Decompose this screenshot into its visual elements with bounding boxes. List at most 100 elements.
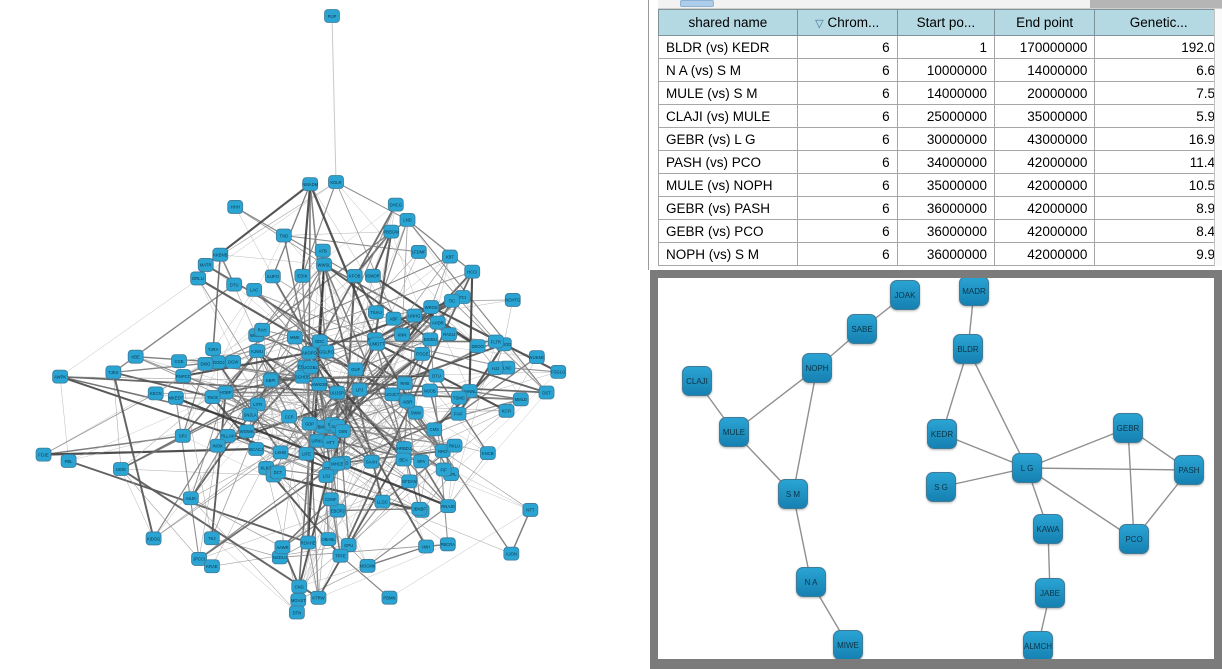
cell-genetic[interactable]: 7.5 <box>1094 81 1222 105</box>
table-row[interactable]: PASH (vs) PCO 6 34000000 42000000 11.4 <box>658 150 1222 174</box>
cell-chrom[interactable]: 6 <box>796 242 898 266</box>
cell-genetic[interactable]: 11.4 <box>1094 150 1222 174</box>
table-row[interactable]: GEBR (vs) PCO 6 36000000 42000000 8.4 <box>658 219 1222 243</box>
cell-start-po[interactable]: 1 <box>896 35 995 59</box>
detail-edges[interactable] <box>696 290 1190 647</box>
node-gebr[interactable]: GEBR <box>1113 413 1143 443</box>
node-pco[interactable]: PCO <box>1119 524 1149 554</box>
cell-shared-name[interactable]: CLAJI (vs) MULE <box>658 104 798 128</box>
node-miwe[interactable]: MIWE <box>833 630 863 659</box>
cell-shared-name[interactable]: GEBR (vs) PCO <box>658 219 798 243</box>
cell-end-point[interactable]: 42000000 <box>993 173 1096 197</box>
svg-text:CNG: CNG <box>295 584 304 589</box>
table-row[interactable]: GEBR (vs) L G 6 30000000 43000000 16.9 <box>658 127 1222 151</box>
detail-network-canvas[interactable]: JOAK MADR SABE BLDR NOPH CLAJI MULE KEDR GEBR L G… <box>658 278 1214 659</box>
filter-icon[interactable]: ▽ <box>815 18 824 30</box>
node-sabe[interactable]: SABE <box>847 314 877 344</box>
cell-end-point[interactable]: 42000000 <box>993 219 1096 243</box>
cell-chrom[interactable]: 6 <box>796 104 898 128</box>
overview-nodes[interactable]: KDLRWWSLPBMNBMIOMOCMKAEPLHCCIOTIKFNTTFCI… <box>35 9 567 620</box>
cell-genetic[interactable]: 16.9 <box>1094 127 1222 151</box>
node-kawa[interactable]: KAWA <box>1033 514 1063 544</box>
svg-text:DHCG: DHCG <box>390 202 402 207</box>
node-jabe[interactable]: JABE <box>1035 578 1065 608</box>
table-row[interactable]: GEBR (vs) PASH 6 36000000 42000000 8.9 <box>658 196 1222 220</box>
node-l-g[interactable]: L G <box>1012 453 1042 483</box>
table-horizontal-scrollbar[interactable] <box>658 0 1222 9</box>
column-header-label: Start po... <box>916 15 976 30</box>
table-vertical-scrollbar-gutter[interactable] <box>1214 9 1222 266</box>
cell-chrom[interactable]: 6 <box>796 35 898 59</box>
column-header-chrom[interactable]: ▽ Chrom... <box>796 9 898 36</box>
cell-shared-name[interactable]: NOPH (vs) S M <box>658 242 798 266</box>
cell-end-point[interactable]: 20000000 <box>993 81 1096 105</box>
cell-chrom[interactable]: 6 <box>796 173 898 197</box>
cell-end-point[interactable]: 14000000 <box>993 58 1096 82</box>
cell-chrom[interactable]: 6 <box>796 127 898 151</box>
cell-chrom[interactable]: 6 <box>796 81 898 105</box>
cell-start-po[interactable]: 25000000 <box>896 104 995 128</box>
cell-chrom[interactable]: 6 <box>796 58 898 82</box>
cell-end-point[interactable]: 42000000 <box>993 196 1096 220</box>
cell-shared-name[interactable]: GEBR (vs) L G <box>658 127 798 151</box>
node-mule[interactable]: MULE <box>719 417 749 447</box>
node-claji[interactable]: CLAJI <box>682 366 712 396</box>
cell-shared-name[interactable]: MULE (vs) S M <box>658 81 798 105</box>
cell-end-point[interactable]: 35000000 <box>993 104 1096 128</box>
node-label: SABE <box>851 324 873 334</box>
cell-end-point[interactable]: 43000000 <box>993 127 1096 151</box>
cell-chrom[interactable]: 6 <box>796 150 898 174</box>
node-s-g[interactable]: S G <box>926 472 956 502</box>
cell-shared-name[interactable]: MULE (vs) NOPH <box>658 173 798 197</box>
cell-shared-name[interactable]: GEBR (vs) PASH <box>658 196 798 220</box>
cell-shared-name[interactable]: N A (vs) S M <box>658 58 798 82</box>
node-pash[interactable]: PASH <box>1174 455 1204 485</box>
column-header-genetic[interactable]: Genetic... <box>1094 9 1222 36</box>
cell-start-po[interactable]: 14000000 <box>896 81 995 105</box>
cell-end-point[interactable]: 170000000 <box>993 35 1096 59</box>
cell-chrom[interactable]: 6 <box>796 196 898 220</box>
node-noph[interactable]: NOPH <box>802 353 832 383</box>
cell-start-po[interactable]: 10000000 <box>896 58 995 82</box>
node-s-m[interactable]: S M <box>778 479 808 509</box>
cell-start-po[interactable]: 34000000 <box>896 150 995 174</box>
cell-start-po[interactable]: 35000000 <box>896 173 995 197</box>
table-row[interactable]: BLDR (vs) KEDR 6 1 170000000 192.0 <box>658 35 1222 59</box>
overview-edges[interactable] <box>42 15 560 614</box>
cell-genetic[interactable]: 6.6 <box>1094 58 1222 82</box>
cell-genetic[interactable]: 8.4 <box>1094 219 1222 243</box>
cell-shared-name[interactable]: BLDR (vs) KEDR <box>658 35 798 59</box>
cell-start-po[interactable]: 36000000 <box>896 196 995 220</box>
node-bldr[interactable]: BLDR <box>953 334 983 364</box>
cell-end-point[interactable]: 42000000 <box>993 242 1096 266</box>
table-row[interactable]: MULE (vs) S M 6 14000000 20000000 7.5 <box>658 81 1222 105</box>
scrollbar-thumb[interactable] <box>680 0 714 7</box>
table-row[interactable]: NOPH (vs) S M 6 36000000 42000000 9.9 <box>658 242 1222 266</box>
cell-genetic[interactable]: 8.9 <box>1094 196 1222 220</box>
cell-start-po[interactable]: 36000000 <box>896 242 995 266</box>
table-row[interactable]: CLAJI (vs) MULE 6 25000000 35000000 5.9 <box>658 104 1222 128</box>
scrollbar-track-end[interactable] <box>1090 0 1222 8</box>
overview-network-canvas[interactable]: KDLRWWSLPBMNBMIOMOCMKAEPLHCCIOTIKFNTTFCI… <box>0 0 648 669</box>
cell-start-po[interactable]: 36000000 <box>896 219 995 243</box>
column-header-end-point[interactable]: End point <box>993 9 1096 36</box>
node-madr[interactable]: MADR <box>959 278 989 306</box>
cell-end-point[interactable]: 42000000 <box>993 150 1096 174</box>
node-joak[interactable]: JOAK <box>890 280 920 310</box>
node-n-a[interactable]: N A <box>796 567 826 597</box>
cell-chrom[interactable]: 6 <box>796 219 898 243</box>
svg-text:RNAJE: RNAJE <box>441 504 455 509</box>
cell-start-po[interactable]: 30000000 <box>896 127 995 151</box>
cell-shared-name[interactable]: PASH (vs) PCO <box>658 150 798 174</box>
cell-genetic[interactable]: 9.9 <box>1094 242 1222 266</box>
column-header-start-po[interactable]: Start po... <box>896 9 995 36</box>
node-kedr[interactable]: KEDR <box>927 419 957 449</box>
cell-genetic[interactable]: 5.9 <box>1094 104 1222 128</box>
table-row[interactable]: N A (vs) S M 6 10000000 14000000 6.6 <box>658 58 1222 82</box>
table-row[interactable]: MULE (vs) NOPH 6 35000000 42000000 10.5 <box>658 173 1222 197</box>
cell-genetic[interactable]: 192.0 <box>1094 35 1222 59</box>
column-header-shared-name[interactable]: shared name <box>658 9 798 36</box>
node-label: MIWE <box>837 640 859 650</box>
node-almch[interactable]: ALMCH <box>1023 631 1053 659</box>
cell-genetic[interactable]: 10.5 <box>1094 173 1222 197</box>
